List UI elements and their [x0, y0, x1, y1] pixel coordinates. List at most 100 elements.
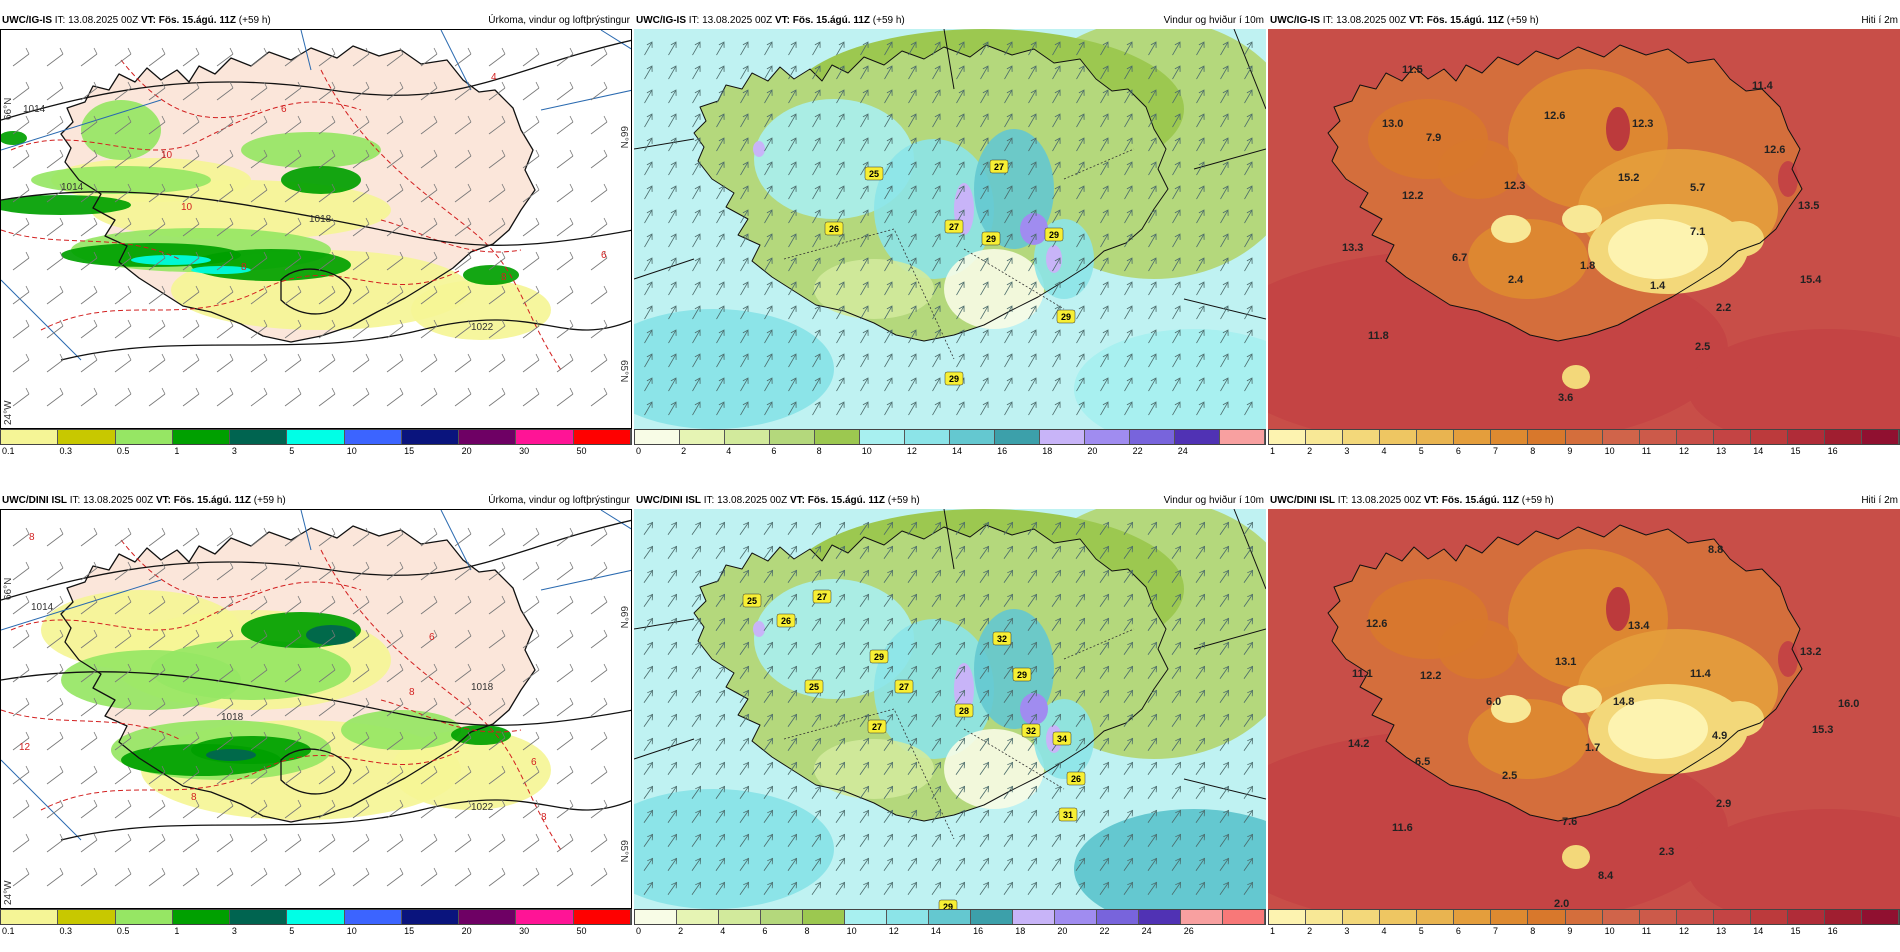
arrow-head	[839, 641, 846, 649]
barb-flag	[195, 149, 200, 157]
wind-arrow	[1172, 281, 1181, 296]
arrow-head	[767, 881, 774, 889]
wind-barb	[148, 387, 166, 407]
arrow-shaft	[812, 330, 820, 344]
wind-barb	[522, 629, 540, 649]
wind-arrow	[1051, 569, 1062, 583]
gust-value: 32	[1026, 726, 1036, 736]
temp-label: 13.4	[1628, 620, 1650, 632]
arrow-shaft	[1244, 138, 1252, 152]
wind-barb	[420, 387, 438, 407]
wind-arrow	[1219, 665, 1230, 679]
barb-staff	[454, 291, 472, 305]
arrow-head	[862, 281, 869, 288]
wind-arrow	[1244, 377, 1253, 392]
wind-arrow	[692, 329, 701, 344]
wind-arrow	[1124, 209, 1133, 224]
arrow-shaft	[860, 138, 868, 152]
barb-flag	[195, 595, 200, 603]
barb-staff	[80, 873, 98, 887]
wind-arrow	[644, 41, 653, 56]
barb-flag	[365, 81, 370, 89]
isobar	[1, 671, 631, 726]
arrow-shaft	[1172, 282, 1180, 296]
barb-staff	[12, 291, 30, 305]
wind-arrow	[860, 209, 869, 224]
isobar	[1, 39, 631, 121]
arrow-shaft	[955, 571, 965, 583]
arrow-head	[647, 761, 654, 769]
arrow-shaft	[1171, 787, 1181, 799]
barb-flag	[433, 183, 438, 191]
wind-barb	[386, 387, 404, 407]
gust-value: 28	[959, 706, 969, 716]
barb-staff	[114, 737, 132, 751]
wind-arrow	[643, 761, 654, 775]
lat-label: 65°N	[618, 360, 629, 382]
arrow-head	[935, 881, 942, 889]
arrow-shaft	[1244, 234, 1252, 248]
barb-staff	[556, 291, 574, 305]
wind-barb	[216, 387, 234, 407]
barb-staff	[420, 873, 438, 887]
gust-marker: 27	[894, 679, 914, 694]
arrow-head	[1247, 569, 1254, 577]
barb-flag	[93, 833, 98, 841]
graticule-line	[1193, 148, 1266, 170]
barb-staff	[46, 189, 64, 203]
arrow-head	[718, 353, 725, 360]
init-time: 13.08.2025 00Z	[83, 495, 154, 506]
arrow-head	[671, 665, 678, 673]
barb-flag	[501, 115, 506, 123]
graticule-line	[300, 510, 312, 551]
wind-arrow	[1172, 233, 1181, 248]
wind-arrow	[1219, 857, 1230, 871]
arrow-head	[1247, 881, 1254, 889]
arrow-head	[742, 353, 749, 360]
arrow-head	[646, 233, 653, 240]
gust-marker: 27	[944, 219, 964, 234]
arrow-head	[935, 689, 942, 697]
arrow-head	[790, 65, 797, 72]
wind-arrow	[1243, 785, 1254, 799]
barb-staff	[114, 189, 132, 203]
barb-staff	[590, 155, 608, 169]
wind-arrow	[1171, 521, 1182, 535]
temp-label: 13.2	[1800, 646, 1821, 658]
arrow-head	[1174, 65, 1181, 72]
arrow-shaft	[1075, 667, 1085, 679]
barb-staff	[182, 393, 200, 407]
wind-arrow	[884, 257, 893, 272]
arrow-head	[1127, 713, 1134, 721]
arrow-head	[1223, 737, 1230, 745]
arrow-shaft	[1147, 883, 1157, 895]
barb-flag	[229, 47, 234, 55]
wind-arrow	[1219, 809, 1230, 823]
arrow-shaft	[980, 186, 988, 200]
arrow-shaft	[835, 691, 845, 703]
it-label: IT:	[703, 495, 715, 506]
arrow-shaft	[764, 42, 772, 56]
arrow-head	[838, 377, 845, 384]
arrow-head	[767, 689, 774, 697]
barb-staff	[148, 873, 166, 887]
arrow-shaft	[788, 258, 796, 272]
wind-barb	[80, 353, 98, 373]
arrow-head	[1222, 41, 1229, 48]
barb-flag	[569, 765, 574, 773]
arrow-shaft	[835, 787, 845, 799]
wind-barb	[46, 697, 64, 717]
wind-barb	[46, 731, 64, 751]
arrow-shaft	[667, 523, 677, 535]
arrow-shaft	[667, 643, 677, 655]
arrow-shaft	[1003, 619, 1013, 631]
wind-arrow	[692, 281, 701, 296]
wind-arrow	[763, 713, 774, 727]
barb-staff	[318, 737, 336, 751]
arrow-head	[935, 761, 942, 769]
temp-label: 13.1	[1555, 656, 1576, 668]
arrow-shaft	[812, 354, 820, 368]
arrow-shaft	[1075, 715, 1085, 727]
wind-field	[944, 249, 1044, 329]
arrow-shaft	[955, 763, 965, 775]
